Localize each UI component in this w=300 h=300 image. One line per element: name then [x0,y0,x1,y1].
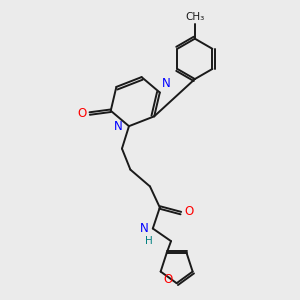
Text: O: O [184,205,194,218]
Text: O: O [163,273,172,286]
Text: N: N [162,77,171,90]
Text: N: N [114,120,123,133]
Text: N: N [140,222,148,235]
Text: O: O [77,107,86,120]
Text: H: H [145,236,152,246]
Text: CH₃: CH₃ [185,12,205,22]
